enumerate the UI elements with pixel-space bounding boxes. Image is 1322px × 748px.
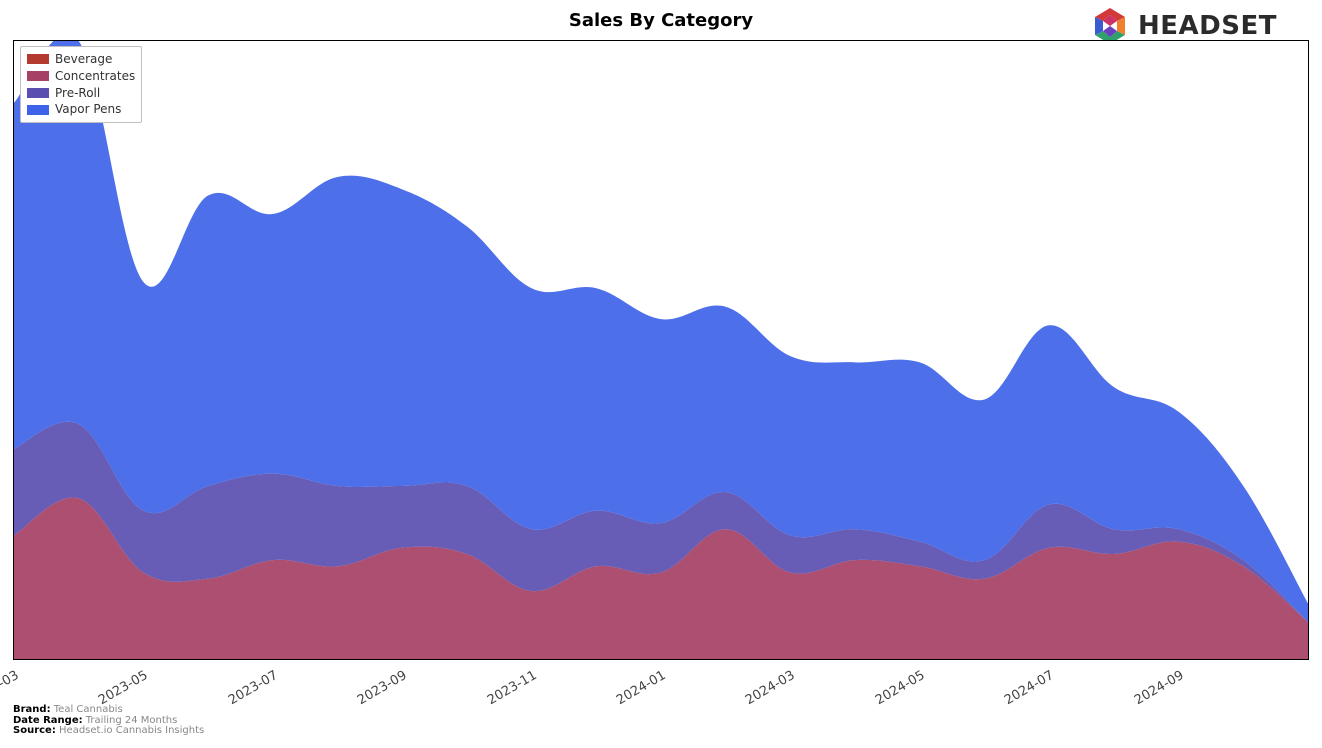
footer-value: Teal Cannabis [51,704,123,715]
footer-row: Source: Headset.io Cannabis Insights [13,726,204,737]
legend-item-beverage: Beverage [27,51,135,68]
stacked-area-svg [14,41,1308,659]
x-tick-label: 2023-05 [96,668,151,708]
headset-logo-text: HEADSET [1138,11,1277,41]
chart-canvas: Sales By Category HEADSET BeverageConcen… [0,0,1322,748]
legend-label: Pre-Roll [55,85,100,102]
legend-swatch [27,105,49,115]
footer-key: Date Range: [13,715,83,726]
x-tick-label: 2023-07 [226,668,281,708]
legend-label: Beverage [55,51,112,68]
legend: BeverageConcentratesPre-RollVapor Pens [20,46,142,123]
legend-swatch [27,88,49,98]
chart-footer: Brand: Teal CannabisDate Range: Trailing… [13,705,204,737]
footer-value: Trailing 24 Months [83,715,178,726]
legend-item-vapor-pens: Vapor Pens [27,101,135,118]
x-tick-label: 2024-03 [743,668,798,708]
legend-swatch [27,54,49,64]
legend-label: Vapor Pens [55,101,121,118]
x-tick-label: 2024-09 [1132,668,1187,708]
legend-label: Concentrates [55,68,135,85]
plot-area [13,40,1309,660]
x-tick-label: 2023-11 [485,668,540,708]
footer-value: Headset.io Cannabis Insights [56,725,204,736]
footer-key: Source: [13,725,56,736]
legend-item-concentrates: Concentrates [27,68,135,85]
x-tick-label: 2023-09 [355,668,410,708]
legend-swatch [27,71,49,81]
x-tick-label: 2024-05 [873,668,928,708]
legend-item-pre-roll: Pre-Roll [27,85,135,102]
x-tick-label: 2023-03 [0,668,22,708]
x-tick-label: 2024-01 [614,668,669,708]
footer-key: Brand: [13,704,51,715]
x-tick-label: 2024-07 [1002,668,1057,708]
